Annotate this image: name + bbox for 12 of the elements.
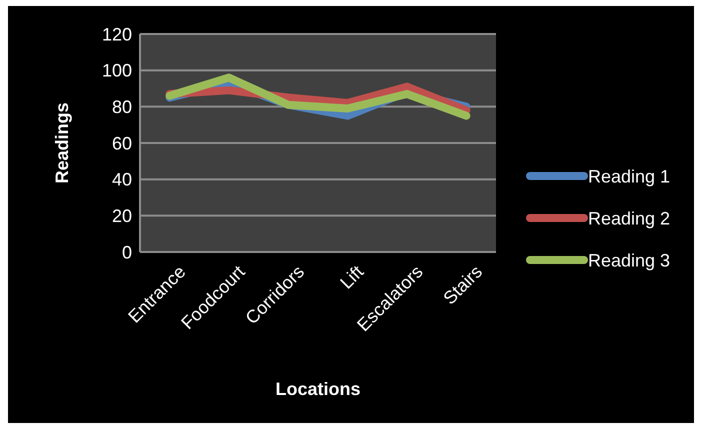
legend-label: Reading 2	[588, 208, 670, 228]
x-axis-title: Locations	[275, 379, 361, 399]
legend-label: Reading 3	[588, 250, 670, 270]
y-tick-label: 0	[122, 242, 132, 262]
y-tick-label: 100	[102, 60, 132, 81]
y-tick-label: 60	[112, 133, 132, 154]
legend-label: Reading 1	[588, 166, 670, 186]
y-tick-label: 120	[102, 24, 132, 44]
y-axis-title: Readings	[52, 102, 72, 184]
y-tick-label: 20	[112, 206, 132, 226]
y-tick-label: 40	[112, 170, 132, 190]
y-tick-label: 80	[112, 96, 132, 117]
